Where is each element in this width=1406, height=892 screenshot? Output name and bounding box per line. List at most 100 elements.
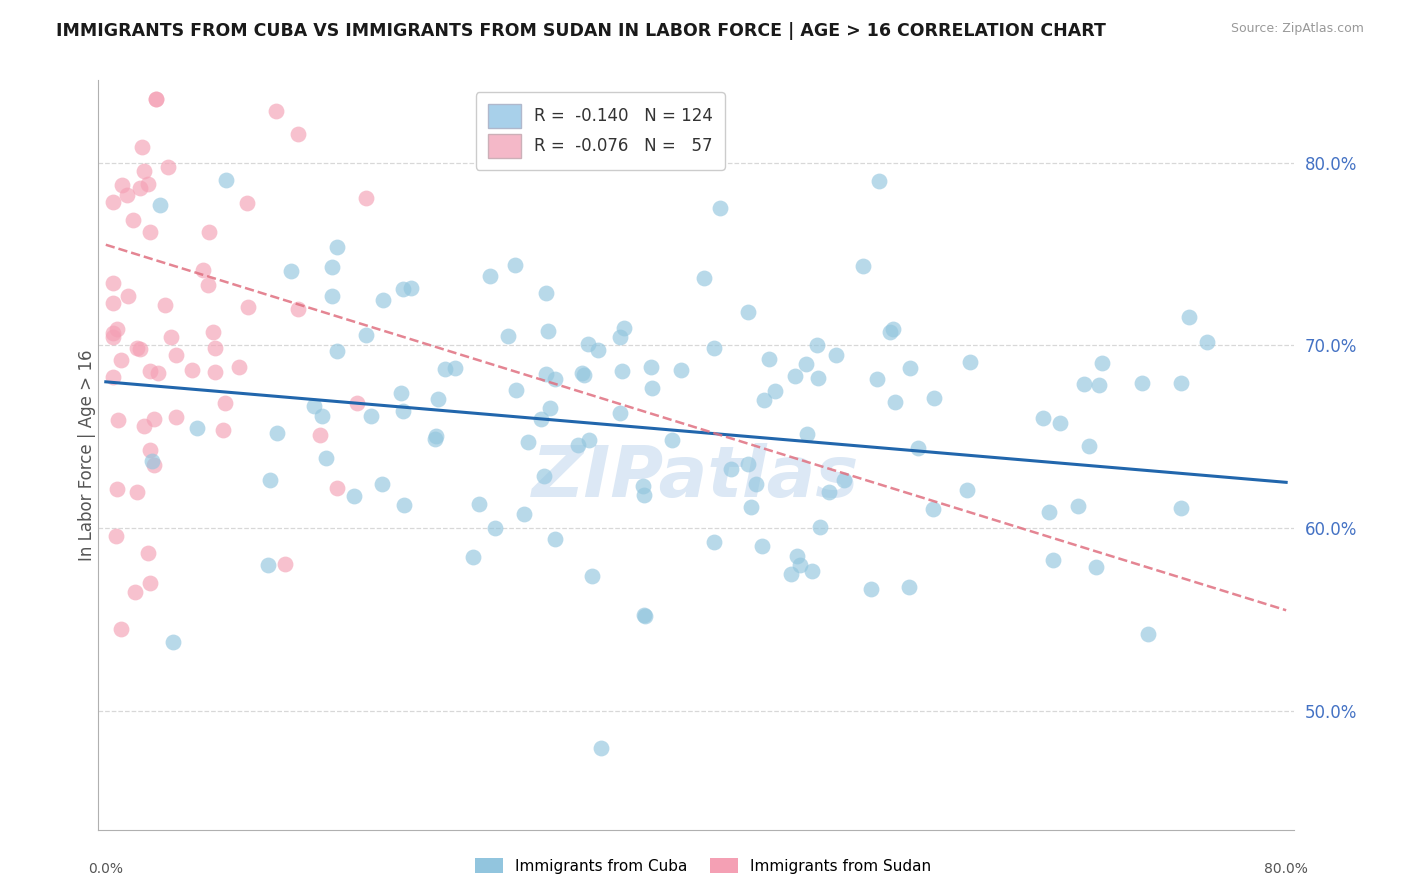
Point [852, 259, 875, 273]
Point [806, 338, 828, 352]
Point [763, 384, 786, 399]
Point [371, 476, 394, 491]
Point [794, 358, 817, 372]
Point [433, 362, 456, 376]
Point [533, 469, 555, 483]
Point [752, 393, 775, 408]
Point [609, 330, 631, 344]
Point [354, 328, 377, 343]
Point [198, 225, 221, 239]
Point [468, 497, 491, 511]
Point [1137, 627, 1160, 641]
Point [1178, 310, 1201, 325]
Point [572, 368, 595, 382]
Point [136, 546, 159, 560]
Point [280, 264, 302, 278]
Point [321, 288, 343, 302]
Point [266, 426, 288, 441]
Point [354, 190, 377, 204]
Point [142, 458, 165, 472]
Point [709, 201, 731, 215]
Point [287, 301, 309, 316]
Point [1085, 560, 1108, 574]
Point [326, 344, 349, 359]
Point [516, 434, 538, 449]
Point [107, 413, 129, 427]
Point [392, 403, 415, 417]
Point [544, 372, 567, 386]
Point [571, 366, 593, 380]
Point [758, 351, 780, 366]
Point [122, 213, 145, 227]
Point [1197, 335, 1219, 350]
Point [399, 281, 422, 295]
Point [138, 364, 160, 378]
Point [101, 195, 124, 210]
Point [115, 188, 138, 202]
Point [634, 608, 657, 623]
Point [371, 293, 394, 307]
Point [326, 240, 349, 254]
Point [737, 457, 759, 471]
Point [111, 178, 134, 192]
Point [484, 521, 506, 535]
Point [204, 365, 226, 379]
Point [236, 195, 259, 210]
Point [105, 322, 128, 336]
Point [879, 325, 901, 339]
Legend: Immigrants from Cuba, Immigrants from Sudan: Immigrants from Cuba, Immigrants from Su… [470, 852, 936, 880]
Point [215, 173, 238, 187]
Point [165, 348, 187, 362]
Point [779, 567, 801, 582]
Point [640, 359, 662, 374]
Point [145, 91, 167, 105]
Point [110, 622, 132, 636]
Point [145, 91, 167, 105]
Point [922, 391, 945, 405]
Point [513, 507, 536, 521]
Point [612, 364, 634, 378]
Point [107, 482, 129, 496]
Point [326, 481, 349, 495]
Point [783, 369, 806, 384]
Point [346, 396, 368, 410]
Point [720, 462, 742, 476]
Point [197, 278, 219, 293]
Point [703, 341, 725, 355]
Point [128, 343, 150, 357]
Point [257, 558, 280, 572]
Point [825, 348, 848, 362]
Point [613, 321, 636, 335]
Point [882, 322, 904, 336]
Point [142, 412, 165, 426]
Point [129, 181, 152, 195]
Point [1087, 378, 1109, 392]
Point [236, 300, 259, 314]
Point [423, 432, 446, 446]
Point [141, 454, 163, 468]
Point [308, 427, 330, 442]
Point [641, 381, 664, 395]
Point [132, 164, 155, 178]
Point [496, 328, 519, 343]
Point [117, 289, 139, 303]
Point [633, 488, 655, 502]
Point [311, 409, 333, 423]
Point [149, 197, 172, 211]
Point [148, 366, 170, 380]
Point [443, 361, 465, 376]
Point [692, 270, 714, 285]
Point [1130, 376, 1153, 390]
Point [578, 433, 600, 447]
Point [389, 385, 412, 400]
Point [136, 178, 159, 192]
Point [737, 305, 759, 319]
Point [1049, 416, 1071, 430]
Point [588, 343, 610, 358]
Point [740, 500, 762, 514]
Point [544, 532, 567, 546]
Point [139, 442, 162, 457]
Point [1170, 376, 1192, 390]
Point [156, 160, 179, 174]
Point [959, 355, 981, 369]
